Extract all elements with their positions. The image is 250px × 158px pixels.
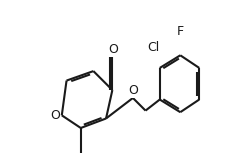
Text: O: O [128, 84, 138, 97]
Text: O: O [50, 109, 60, 122]
Text: F: F [177, 25, 184, 38]
Text: O: O [108, 43, 118, 56]
Text: Cl: Cl [147, 41, 160, 54]
